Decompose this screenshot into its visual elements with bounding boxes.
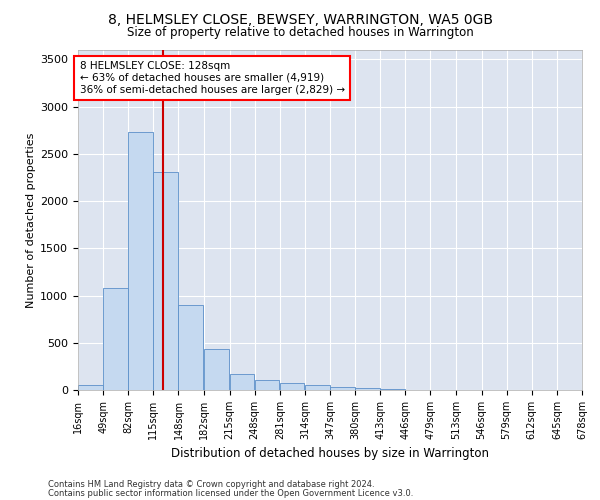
Bar xyxy=(205,350,229,390)
Text: Size of property relative to detached houses in Warrington: Size of property relative to detached ho… xyxy=(127,26,473,39)
Bar xyxy=(305,386,329,390)
Bar xyxy=(330,387,355,390)
Bar xyxy=(154,172,178,390)
X-axis label: Distribution of detached houses by size in Warrington: Distribution of detached houses by size … xyxy=(171,448,489,460)
Bar xyxy=(178,305,203,390)
Text: Contains HM Land Registry data © Crown copyright and database right 2024.: Contains HM Land Registry data © Crown c… xyxy=(48,480,374,489)
Bar xyxy=(128,132,153,390)
Text: 8 HELMSLEY CLOSE: 128sqm
← 63% of detached houses are smaller (4,919)
36% of sem: 8 HELMSLEY CLOSE: 128sqm ← 63% of detach… xyxy=(80,62,344,94)
Bar xyxy=(355,388,380,390)
Bar xyxy=(380,389,405,390)
Bar xyxy=(254,380,280,390)
Y-axis label: Number of detached properties: Number of detached properties xyxy=(26,132,36,308)
Bar xyxy=(280,384,304,390)
Text: 8, HELMSLEY CLOSE, BEWSEY, WARRINGTON, WA5 0GB: 8, HELMSLEY CLOSE, BEWSEY, WARRINGTON, W… xyxy=(107,12,493,26)
Bar xyxy=(103,288,128,390)
Text: Contains public sector information licensed under the Open Government Licence v3: Contains public sector information licen… xyxy=(48,489,413,498)
Bar xyxy=(78,386,103,390)
Bar xyxy=(230,374,254,390)
